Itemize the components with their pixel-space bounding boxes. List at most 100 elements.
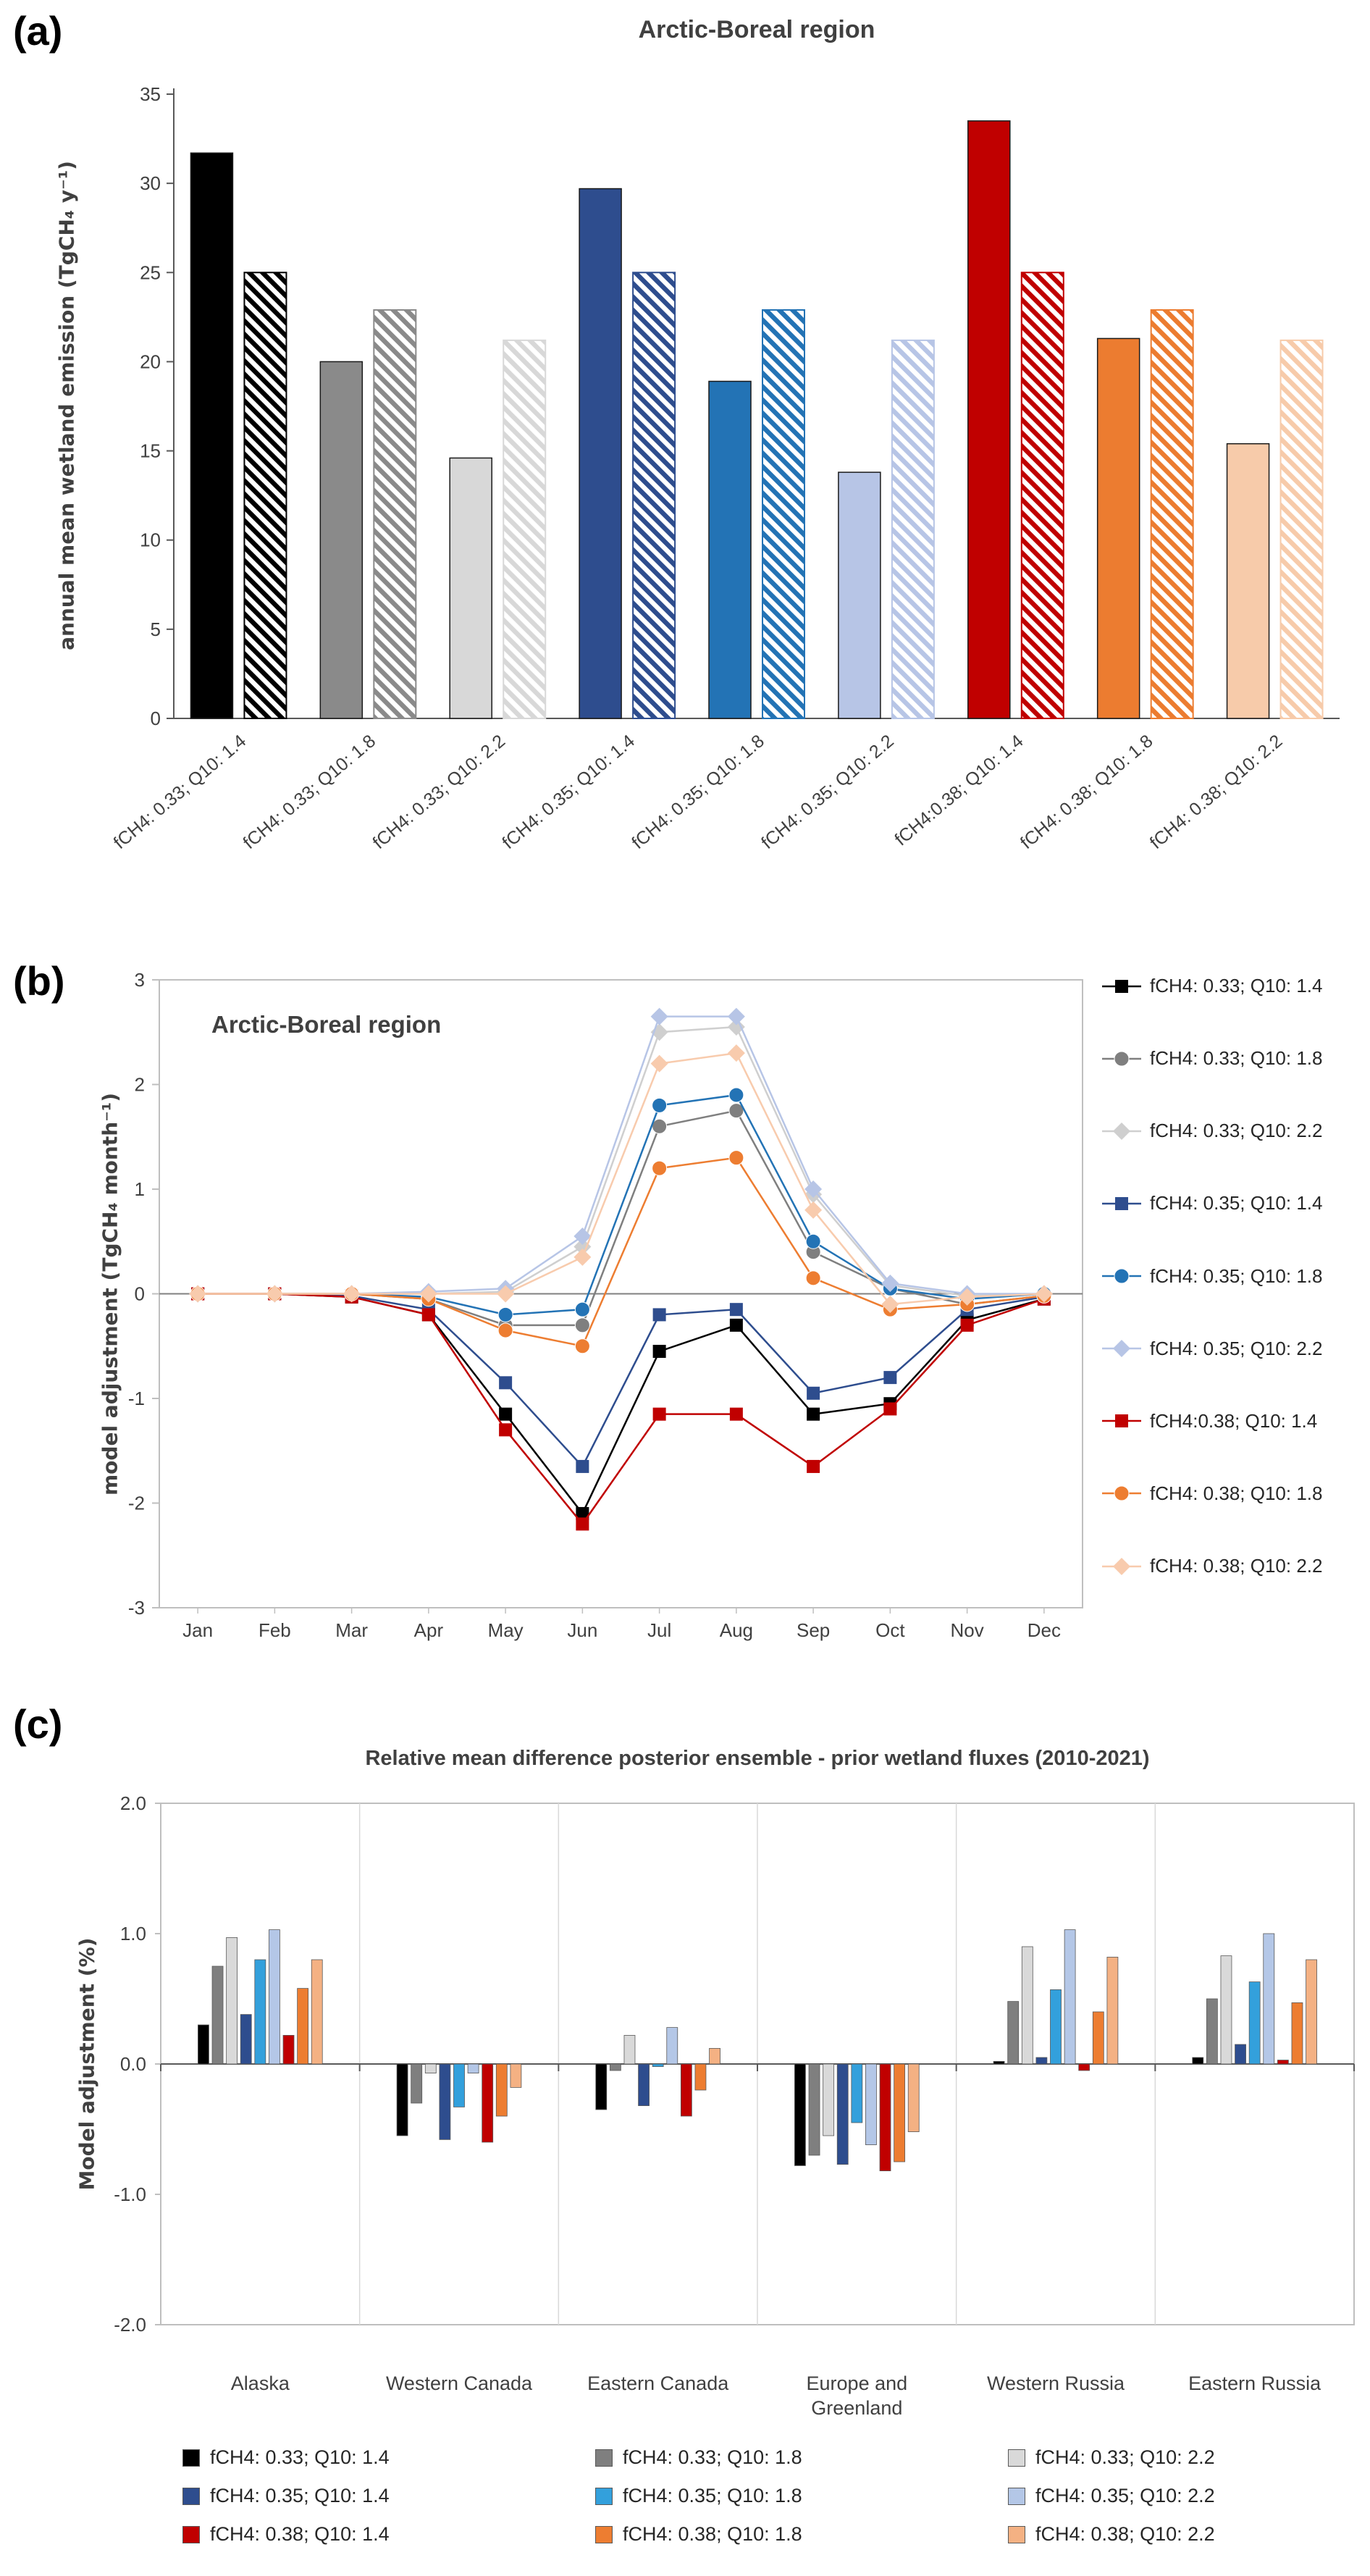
legend-swatch-icon bbox=[1008, 2449, 1025, 2467]
legend-item: fCH4: 0.38; Q10: 1.4 bbox=[182, 2523, 595, 2546]
legend-label: fCH4: 0.33; Q10: 1.4 bbox=[1150, 975, 1323, 997]
svg-text:fCH4: 0.33; Q10: 1.4: fCH4: 0.33; Q10: 1.4 bbox=[110, 731, 251, 853]
legend-swatch-icon bbox=[182, 2487, 200, 2505]
legend-item: fCH4: 0.35; Q10: 1.8 bbox=[595, 2485, 1008, 2507]
svg-text:fCH4: 0.35; Q10: 1.4: fCH4: 0.35; Q10: 1.4 bbox=[498, 731, 639, 853]
legend-item: fCH4:0.38; Q10: 1.4 bbox=[1101, 1410, 1361, 1432]
svg-text:1.0: 1.0 bbox=[120, 1923, 146, 1944]
svg-text:25: 25 bbox=[140, 261, 161, 283]
legend-item: fCH4: 0.38; Q10: 2.2 bbox=[1101, 1555, 1361, 1577]
svg-text:Alaska: Alaska bbox=[231, 2372, 290, 2394]
legend-marker-icon bbox=[1102, 1340, 1141, 1358]
legend-item: fCH4: 0.35; Q10: 1.8 bbox=[1101, 1265, 1361, 1288]
legend-swatch-icon bbox=[182, 2525, 200, 2543]
svg-text:Nov: Nov bbox=[951, 1619, 984, 1641]
legend-swatch-icon bbox=[595, 2487, 613, 2505]
svg-text:-1: -1 bbox=[128, 1388, 145, 1409]
panel-b-line-chart: -3 -2 -1 0 1 2 3 Jan Feb Mar Apr May Jun Jul Aug Sep Oct… bbox=[128, 969, 1083, 1641]
svg-text:-3: -3 bbox=[128, 1597, 145, 1619]
panel-c-label: (c) bbox=[13, 1701, 63, 1747]
svg-text:May: May bbox=[488, 1619, 524, 1641]
legend-item: fCH4: 0.35; Q10: 1.4 bbox=[182, 2485, 595, 2507]
svg-text:35: 35 bbox=[140, 83, 161, 105]
svg-text:Jul: Jul bbox=[647, 1619, 671, 1641]
svg-text:fCH4: 0.33; Q10: 1.8: fCH4: 0.33; Q10: 1.8 bbox=[240, 731, 380, 853]
svg-text:fCH4:0.38; Q10: 1.4: fCH4:0.38; Q10: 1.4 bbox=[891, 731, 1027, 849]
svg-text:20: 20 bbox=[140, 351, 161, 372]
legend-swatch-icon bbox=[182, 2449, 200, 2467]
legend-label: fCH4: 0.35; Q10: 1.8 bbox=[623, 2485, 802, 2506]
panel-b-legend: fCH4: 0.33; Q10: 1.4 fCH4: 0.33; Q10: 1.8… bbox=[1101, 975, 1361, 1577]
svg-text:10: 10 bbox=[140, 529, 161, 551]
legend-item: fCH4: 0.35; Q10: 1.4 bbox=[1101, 1192, 1361, 1214]
legend-label: fCH4: 0.38; Q10: 1.4 bbox=[210, 2523, 390, 2545]
legend-item: fCH4: 0.38; Q10: 1.8 bbox=[1101, 1482, 1361, 1505]
legend-item: fCH4: 0.33; Q10: 1.8 bbox=[595, 2446, 1008, 2469]
legend-item: fCH4: 0.38; Q10: 1.8 bbox=[595, 2523, 1008, 2546]
legend-label: fCH4: 0.35; Q10: 1.4 bbox=[210, 2485, 390, 2506]
panel-c-legend: fCH4: 0.33; Q10: 1.4 fCH4: 0.33; Q10: 1.8… bbox=[182, 2446, 1356, 2546]
svg-text:Eastern Russia: Eastern Russia bbox=[1188, 2372, 1321, 2394]
svg-text:fCH4: 0.38; Q10: 2.2: fCH4: 0.38; Q10: 2.2 bbox=[1146, 731, 1287, 853]
legend-label: fCH4: 0.33; Q10: 1.4 bbox=[210, 2446, 390, 2468]
legend-label: fCH4: 0.35; Q10: 1.8 bbox=[1150, 1264, 1323, 1287]
svg-text:Eastern Canada: Eastern Canada bbox=[587, 2372, 729, 2394]
legend-label: fCH4: 0.35; Q10: 2.2 bbox=[1150, 1337, 1323, 1359]
legend-swatch-icon bbox=[1008, 2487, 1025, 2505]
legend-marker-icon bbox=[1102, 1051, 1141, 1067]
svg-text:-2: -2 bbox=[128, 1493, 145, 1514]
legend-label: fCH4: 0.35; Q10: 2.2 bbox=[1035, 2485, 1215, 2506]
svg-text:Jun: Jun bbox=[567, 1619, 597, 1641]
legend-marker-icon bbox=[1102, 1196, 1141, 1210]
legend-marker-icon bbox=[1102, 979, 1141, 993]
svg-text:-2.0: -2.0 bbox=[114, 2314, 146, 2336]
svg-text:1: 1 bbox=[135, 1178, 145, 1200]
svg-text:5: 5 bbox=[151, 618, 161, 640]
panel-b: (b) Arctic-Boreal region model adjustmen… bbox=[0, 941, 1370, 1666]
legend-item: fCH4: 0.38; Q10: 2.2 bbox=[1008, 2523, 1356, 2546]
panel-a-title: Arctic-Boreal region bbox=[638, 16, 875, 43]
legend-item: fCH4: 0.35; Q10: 2.2 bbox=[1101, 1338, 1361, 1360]
svg-text:fCH4: 0.33; Q10: 2.2: fCH4: 0.33; Q10: 2.2 bbox=[369, 731, 509, 853]
legend-item: fCH4: 0.33; Q10: 2.2 bbox=[1008, 2446, 1356, 2469]
panel-b-label: (b) bbox=[13, 958, 65, 1004]
panel-a-label: (a) bbox=[13, 8, 63, 54]
legend-label: fCH4: 0.33; Q10: 1.8 bbox=[623, 2446, 802, 2468]
svg-text:Sep: Sep bbox=[797, 1619, 830, 1641]
panel-c: (c) Relative mean difference posterior e… bbox=[0, 1666, 1370, 2576]
legend-marker-icon bbox=[1102, 1557, 1141, 1575]
legend-swatch-icon bbox=[595, 2525, 613, 2543]
svg-text:Greenland: Greenland bbox=[811, 2397, 902, 2419]
svg-text:0: 0 bbox=[151, 708, 161, 729]
legend-label: fCH4: 0.38; Q10: 2.2 bbox=[1150, 1555, 1323, 1577]
legend-marker-icon bbox=[1102, 1485, 1141, 1501]
svg-text:2.0: 2.0 bbox=[120, 1792, 146, 1814]
svg-text:Aug: Aug bbox=[720, 1619, 753, 1641]
legend-item: fCH4: 0.33; Q10: 2.2 bbox=[1101, 1120, 1361, 1142]
panel-b-title: Arctic-Boreal region bbox=[211, 1011, 442, 1038]
svg-text:Oct: Oct bbox=[875, 1619, 905, 1641]
legend-item: fCH4: 0.35; Q10: 2.2 bbox=[1008, 2485, 1356, 2507]
legend-label: fCH4: 0.33; Q10: 1.8 bbox=[1150, 1047, 1323, 1070]
svg-text:Europe and: Europe and bbox=[807, 2372, 908, 2394]
svg-text:Jan: Jan bbox=[182, 1619, 213, 1641]
svg-text:Western Russia: Western Russia bbox=[987, 2372, 1125, 2394]
legend-label: fCH4: 0.33; Q10: 2.2 bbox=[1150, 1120, 1323, 1142]
svg-text:Dec: Dec bbox=[1028, 1619, 1061, 1641]
svg-text:Western Canada: Western Canada bbox=[386, 2372, 533, 2394]
svg-text:fCH4: 0.35; Q10: 2.2: fCH4: 0.35; Q10: 2.2 bbox=[757, 731, 898, 853]
svg-text:Mar: Mar bbox=[335, 1619, 368, 1641]
svg-text:Apr: Apr bbox=[414, 1619, 444, 1641]
svg-text:fCH4: 0.38; Q10: 1.8: fCH4: 0.38; Q10: 1.8 bbox=[1017, 731, 1157, 853]
legend-swatch-icon bbox=[595, 2449, 613, 2467]
legend-marker-icon bbox=[1102, 1122, 1141, 1140]
legend-label: fCH4: 0.38; Q10: 2.2 bbox=[1035, 2523, 1215, 2545]
svg-text:Feb: Feb bbox=[259, 1619, 291, 1641]
svg-text:2: 2 bbox=[135, 1074, 145, 1096]
legend-item: fCH4: 0.33; Q10: 1.8 bbox=[1101, 1047, 1361, 1070]
legend-label: fCH4: 0.38; Q10: 1.8 bbox=[1150, 1482, 1323, 1504]
panel-c-title: Relative mean difference posterior ensem… bbox=[365, 1747, 1150, 1770]
legend-label: fCH4: 0.35; Q10: 1.4 bbox=[1150, 1192, 1323, 1214]
legend-label: fCH4: 0.38; Q10: 1.8 bbox=[623, 2523, 802, 2545]
